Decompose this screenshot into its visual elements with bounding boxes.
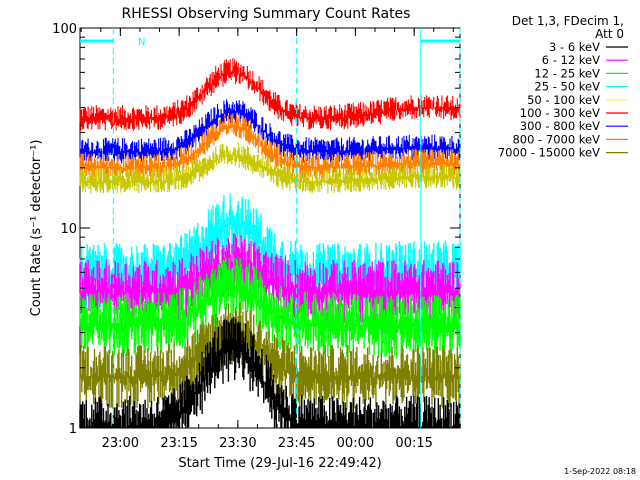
trace-series-2 [79,99,461,164]
traces-group [79,58,461,428]
x-axis-label: Start Time (29-Jul-16 22:49:42) [178,456,381,471]
y-tick-label-3: 100 [52,22,77,37]
legend-header-2: Att 0 [595,27,624,41]
legend-label-9: 7000 - 15000 keV [498,146,600,160]
night-label: N [138,37,145,48]
generated-timestamp: 1-Sep-2022 08:18 [564,467,636,476]
x-tick-label-6: 00:15 [395,436,432,451]
trace-series-1 [79,58,461,131]
legend-label-2: 6 - 12 keV [542,53,600,67]
legend-label-3: 12 - 25 keV [534,66,600,80]
chart-title: RHESSI Observing Summary Count Rates [122,6,411,22]
x-tick-label-4: 23:45 [278,436,315,451]
y-tick-label-1: 1 [69,422,77,437]
legend-label-1: 3 - 6 keV [549,40,600,54]
trace-series-4 [79,142,461,194]
trace-series-6 [79,233,461,325]
legend-label-5: 50 - 100 keV [527,93,600,107]
x-tick-label-5: 00:00 [337,436,374,451]
y-tick-label-2: 10 [60,222,77,237]
ticks-group: 23:00 23:15 23:30 23:45 00:00 00:15 1 10 100 [52,22,460,451]
x-tick-label-2: 23:15 [160,436,197,451]
y-axis-label: Count Rate (s⁻¹ detector⁻¹) [29,140,44,317]
legend-label-8: 800 - 7000 keV [512,132,600,146]
legend-label-6: 100 - 300 keV [520,106,600,120]
x-tick-label-1: 23:00 [102,436,139,451]
legend-header-1: Det 1,3, FDecim 1, [512,14,624,28]
legend-label-4: 25 - 50 keV [534,80,600,94]
trace-series-3 [79,113,461,180]
legend-label-7: 300 - 800 keV [520,119,600,133]
trace-series-9 [79,316,461,428]
trace-series-7 [79,256,461,360]
x-tick-label-3: 23:30 [219,436,256,451]
trace-series-8 [79,302,461,410]
